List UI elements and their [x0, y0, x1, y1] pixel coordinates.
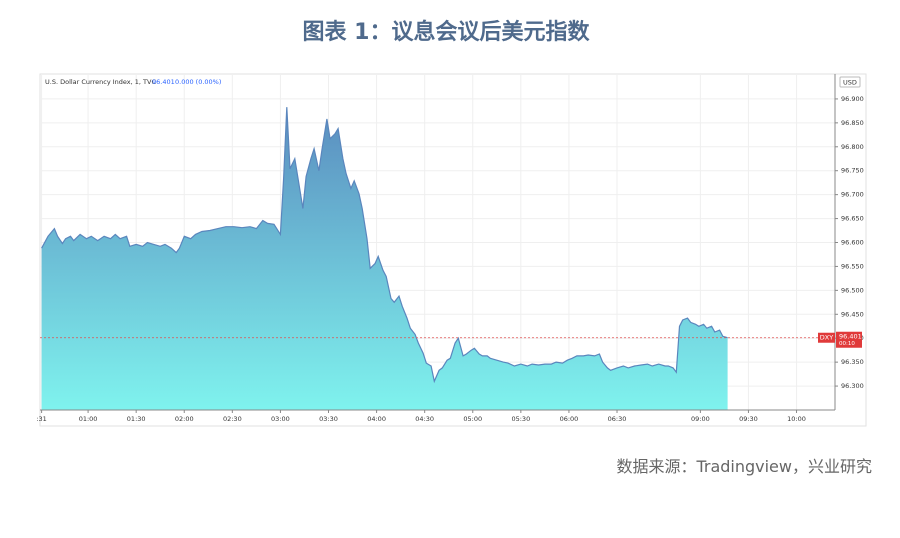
y-tick-label: 96.300: [841, 382, 864, 390]
price-tag-countdown: 00:10: [839, 341, 855, 347]
x-tick-label: 02:30: [223, 415, 242, 423]
y-tick-label: 96.800: [841, 143, 864, 151]
x-tick-label: 04:30: [415, 415, 434, 423]
x-tick-label: 09:30: [739, 415, 758, 423]
x-tick-label: 06:00: [560, 415, 579, 423]
chart-title: 图表 1：议息会议后美元指数: [303, 19, 591, 45]
x-tick-label: 01:00: [79, 415, 98, 423]
legend-price: 96.401: [152, 78, 175, 86]
x-tick-label: 04:00: [367, 415, 386, 423]
x-tick-label: 09:00: [691, 415, 710, 423]
y-tick-label: 96.500: [841, 286, 864, 294]
y-tick-label: 96.750: [841, 167, 864, 175]
x-tick-label: :31: [36, 415, 46, 423]
y-tick-label: 96.550: [841, 262, 864, 270]
currency-badge: [839, 76, 861, 88]
price-tag-symbol: DXY: [820, 334, 833, 342]
y-tick-label: 96.900: [841, 95, 864, 103]
y-tick-label: 96.350: [841, 358, 864, 366]
y-tick-label: 96.450: [841, 310, 864, 318]
area: [41, 107, 728, 410]
y-tick-label: 96.600: [841, 239, 864, 247]
x-tick-label: 05:00: [463, 415, 482, 423]
y-tick-label: 96.850: [841, 119, 864, 127]
x-tick-label: 01:30: [127, 415, 146, 423]
price-tag-value: 96.401: [839, 333, 862, 341]
y-tick-label: 96.650: [841, 215, 864, 223]
x-tick-label: 10:00: [787, 415, 806, 423]
line: [41, 107, 728, 384]
x-tick-label: 06:30: [608, 415, 627, 423]
x-tick-label: 02:00: [175, 415, 194, 423]
price-tag-symbol-bg: [818, 332, 835, 343]
x-tick-label: 05:30: [511, 415, 530, 423]
legend-change: 0.000 (0.00%): [175, 78, 221, 86]
y-tick-label: 96.700: [841, 191, 864, 199]
source-note: 数据来源：Tradingview，兴业研究: [616, 457, 872, 476]
legend-title: U.S. Dollar Currency Index, 1, TVC: [45, 78, 156, 86]
currency-label: USD: [843, 79, 857, 87]
x-tick-label: 03:30: [319, 415, 338, 423]
price-tag-bg: [836, 331, 862, 348]
x-tick-label: 03:00: [271, 415, 290, 423]
